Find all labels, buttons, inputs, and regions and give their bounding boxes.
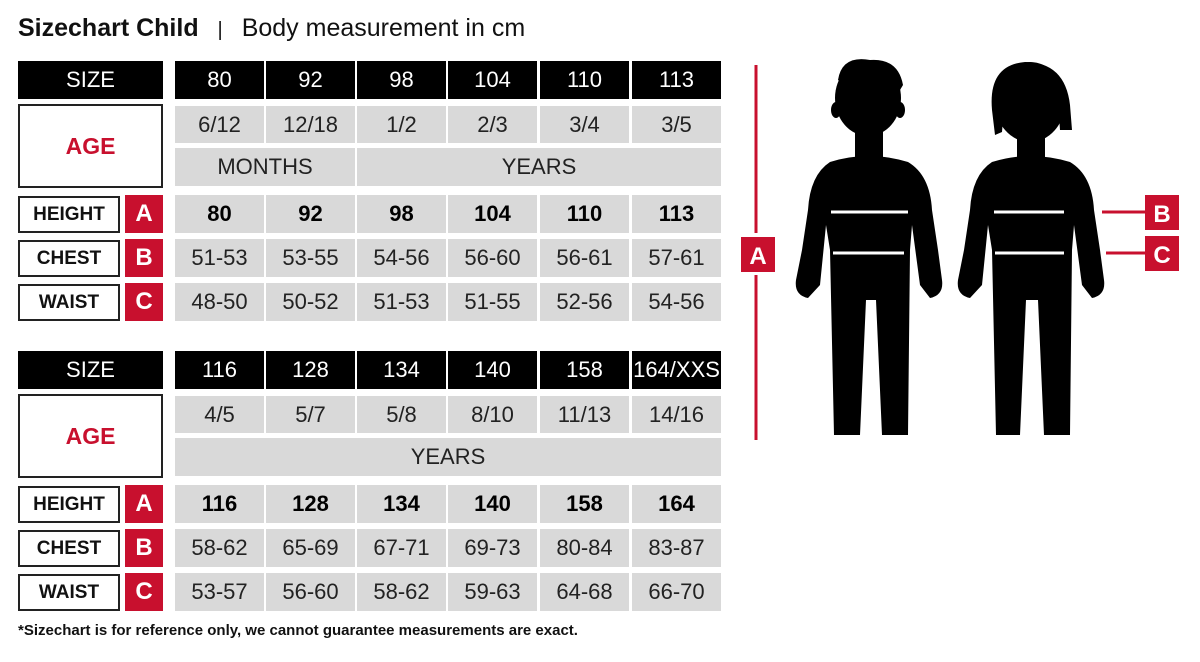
height-cell: 140 [448, 485, 537, 523]
chest-cell: 83-87 [632, 529, 721, 567]
girl-silhouette-icon [957, 62, 1105, 435]
waist-cell: 50-52 [266, 283, 355, 321]
height-cell: 110 [540, 195, 629, 233]
size-cell: 98 [357, 61, 446, 99]
height-letter-badge: A [125, 195, 163, 233]
chest-cell: 57-61 [632, 239, 721, 277]
footnote: *Sizechart is for reference only, we can… [18, 622, 578, 639]
size-cell: 140 [448, 351, 537, 389]
age-cell: 6/12 [175, 106, 264, 143]
chest-label: CHEST [18, 240, 120, 277]
chest-marker: B [1102, 195, 1179, 230]
size-cell: 80 [175, 61, 264, 99]
waist-label: WAIST [18, 574, 120, 611]
chest-label: CHEST [18, 530, 120, 567]
size-cell: 128 [266, 351, 355, 389]
marker-c: C [1153, 242, 1170, 269]
height-cell: 134 [357, 485, 446, 523]
age-cell: 1/2 [357, 106, 446, 143]
waist-cell: 48-50 [175, 283, 264, 321]
boy-silhouette-icon [795, 59, 943, 435]
age-cell: 2/3 [448, 106, 537, 143]
waist-cell: 54-56 [632, 283, 721, 321]
waist-cell: 52-56 [540, 283, 629, 321]
chest-cell: 80-84 [540, 529, 629, 567]
age-unit-cell: YEARS [175, 438, 721, 476]
title-subtitle: Body measurement in cm [241, 14, 526, 42]
title-bold: Sizechart Child [18, 14, 199, 42]
chest-cell: 65-69 [266, 529, 355, 567]
age-cell: 11/13 [540, 396, 629, 433]
size-label: SIZE [18, 61, 163, 99]
chest-cell: 69-73 [448, 529, 537, 567]
size-cell: 110 [540, 61, 629, 99]
waist-cell: 51-55 [448, 283, 537, 321]
age-cell: 8/10 [448, 396, 537, 433]
waist-cell: 66-70 [632, 573, 721, 611]
waist-letter-badge: C [125, 573, 163, 611]
height-cell: 104 [448, 195, 537, 233]
age-cell: 14/16 [632, 396, 721, 433]
waist-marker: C [1106, 236, 1179, 271]
age-cell: 5/8 [357, 396, 446, 433]
age-cell: 4/5 [175, 396, 264, 433]
size-cell: 92 [266, 61, 355, 99]
height-marker: A [741, 65, 775, 440]
waist-cell: 56-60 [266, 573, 355, 611]
size-cell: 104 [448, 61, 537, 99]
chest-cell: 51-53 [175, 239, 264, 277]
marker-b: B [1153, 201, 1170, 228]
height-cell: 92 [266, 195, 355, 233]
marker-a: A [749, 243, 766, 270]
chest-cell: 56-61 [540, 239, 629, 277]
waist-cell: 51-53 [357, 283, 446, 321]
waist-letter-badge: C [125, 283, 163, 321]
height-cell: 113 [632, 195, 721, 233]
waist-label: WAIST [18, 284, 120, 321]
age-cell: 5/7 [266, 396, 355, 433]
size-cell: 164/XXS [632, 351, 721, 389]
waist-cell: 58-62 [357, 573, 446, 611]
age-cell: 3/4 [540, 106, 629, 143]
waist-cell: 59-63 [448, 573, 537, 611]
chest-cell: 67-71 [357, 529, 446, 567]
height-cell: 98 [357, 195, 446, 233]
chest-letter-badge: B [125, 239, 163, 277]
size-cell: 116 [175, 351, 264, 389]
waist-cell: 64-68 [540, 573, 629, 611]
size-label: SIZE [18, 351, 163, 389]
age-cell: 3/5 [632, 106, 721, 143]
body-measurement-figure: A B C [741, 59, 1179, 440]
waist-cell: 53-57 [175, 573, 264, 611]
age-unit-cell: MONTHS [175, 148, 355, 186]
size-cell: 158 [540, 351, 629, 389]
chest-cell: 56-60 [448, 239, 537, 277]
chest-letter-badge: B [125, 529, 163, 567]
height-label: HEIGHT [18, 196, 120, 233]
chest-cell: 58-62 [175, 529, 264, 567]
age-label: AGE [18, 104, 163, 188]
age-unit-cell: YEARS [357, 148, 721, 186]
page-title: Sizechart Child | Body measurement in cm [18, 14, 525, 43]
height-letter-badge: A [125, 485, 163, 523]
size-cell: 134 [357, 351, 446, 389]
height-cell: 80 [175, 195, 264, 233]
age-cell: 12/18 [266, 106, 355, 143]
chest-cell: 53-55 [266, 239, 355, 277]
height-cell: 158 [540, 485, 629, 523]
height-label: HEIGHT [18, 486, 120, 523]
chest-cell: 54-56 [357, 239, 446, 277]
age-label: AGE [18, 394, 163, 478]
height-cell: 164 [632, 485, 721, 523]
size-cell: 113 [632, 61, 721, 99]
height-cell: 128 [266, 485, 355, 523]
height-cell: 116 [175, 485, 264, 523]
title-separator: | [217, 19, 223, 41]
